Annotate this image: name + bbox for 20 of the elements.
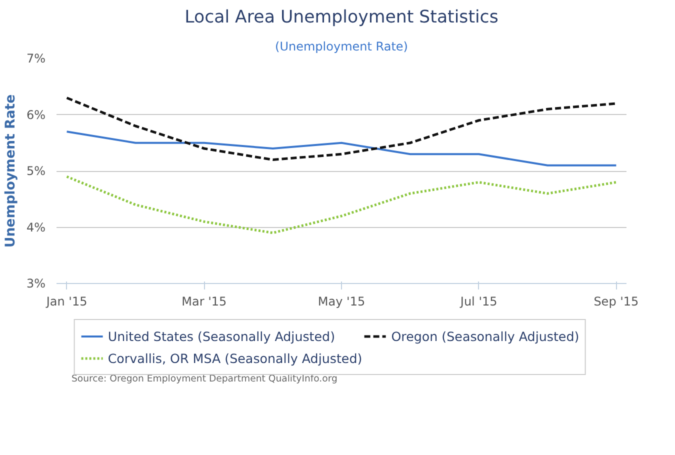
chart-subtitle: (Unemployment Rate) (275, 40, 408, 54)
legend-label: Corvallis, OR MSA (Seasonally Adjusted) (108, 350, 362, 366)
y-tick-label: 4% (26, 220, 46, 234)
y-tick-label: 6% (26, 108, 46, 122)
y-tick-label: 5% (26, 164, 46, 178)
line-series (66, 130, 618, 166)
x-tick-label: May '15 (318, 294, 366, 308)
legend-label: Oregon (Seasonally Adjusted) (391, 328, 580, 344)
x-tick-label: Mar '15 (182, 294, 227, 308)
legend-label: United States (Seasonally Adjusted) (108, 328, 336, 344)
y-tick-label: 7% (26, 52, 46, 66)
chart-title: Local Area Unemployment Statistics (184, 8, 498, 28)
line-series (66, 96, 618, 161)
source-note: Source: Oregon Employment Department QualityInfo.org (72, 374, 338, 384)
y-axis-title: Unemployment Rate (3, 94, 18, 248)
line-series (66, 175, 618, 234)
x-tick-label: Jul '15 (459, 294, 498, 308)
y-tick-label: 3% (26, 276, 46, 290)
x-tick-label: Jan '15 (45, 294, 88, 308)
x-tick-label: Sep '15 (594, 294, 639, 308)
